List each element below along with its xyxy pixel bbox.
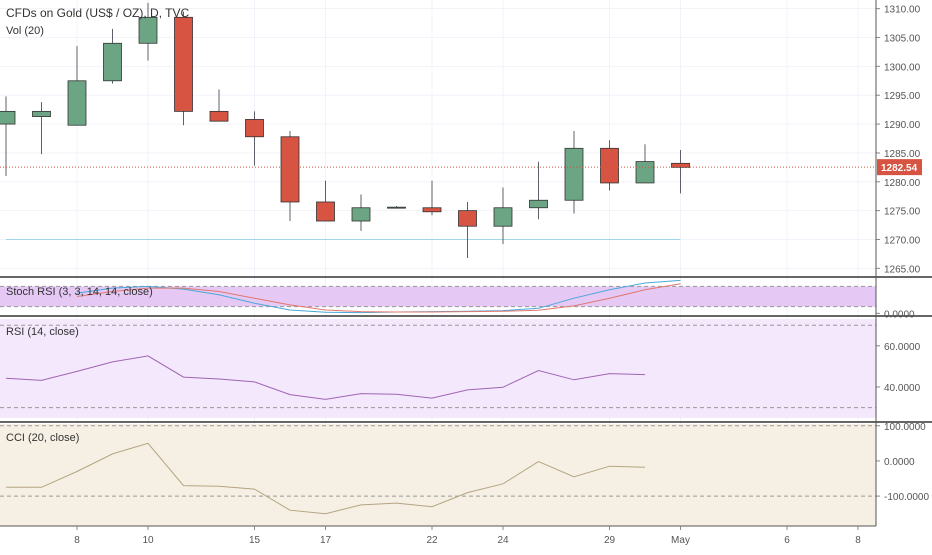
time-axis-label: 24 xyxy=(497,535,509,546)
candle-up xyxy=(0,96,16,177)
volume-label: Vol (20) xyxy=(6,25,44,37)
time-axis-label: 8 xyxy=(855,535,861,546)
time-axis-label: 22 xyxy=(426,535,438,546)
candle-body xyxy=(67,80,87,126)
candle-body xyxy=(316,201,335,222)
candle-body xyxy=(351,207,371,222)
time-axis-label: May xyxy=(671,535,690,546)
price-axis-label: 1305.00 xyxy=(884,34,921,45)
price-axis-label: 1290.00 xyxy=(884,120,921,131)
price-axis-label: 1295.00 xyxy=(884,91,921,102)
price-axis-label: 1280.00 xyxy=(884,178,921,189)
candle-down xyxy=(174,11,193,126)
indicator-panes: Stoch RSI (3, 3, 14, 14, close) RSI (14, … xyxy=(0,276,932,526)
rsi-title: RSI (14, close) xyxy=(6,326,79,338)
candle-body xyxy=(387,206,406,209)
cci-series-line xyxy=(6,442,646,515)
candle-up xyxy=(32,102,51,155)
candle-up xyxy=(351,194,371,231)
candle-down xyxy=(316,180,335,222)
time-axis-label: 29 xyxy=(604,535,616,546)
candle-down xyxy=(280,130,300,222)
price-axis-label: 1310.00 xyxy=(884,5,921,16)
candle-up xyxy=(103,28,122,84)
candle-down xyxy=(458,201,477,258)
candle-body xyxy=(174,16,193,112)
cci-band xyxy=(0,424,876,526)
rsi-axis-label: 60.0000 xyxy=(884,342,921,353)
time-axis-label: 10 xyxy=(142,535,154,546)
candle-up xyxy=(138,2,158,61)
chart-title: CFDs on Gold (US$ / OZ), D, TVC xyxy=(6,6,189,20)
candle-down xyxy=(245,111,264,166)
stoch-rsi-series-line xyxy=(76,283,681,313)
candle-up xyxy=(564,130,584,214)
candle-body xyxy=(600,147,619,184)
candle-body xyxy=(245,119,264,138)
candle-body xyxy=(280,136,300,203)
candle-body xyxy=(493,207,513,227)
stoch-rsi-axis-label: 0.0000 xyxy=(884,309,915,320)
candle-body xyxy=(138,16,158,44)
candle-down xyxy=(422,180,442,216)
candle-body xyxy=(671,162,690,168)
price-axis-label: 1300.00 xyxy=(884,62,921,73)
stoch-rsi-title: Stoch RSI (3, 3, 14, 14, close) xyxy=(6,286,153,298)
candle-body xyxy=(209,110,229,122)
price-pane[interactable] xyxy=(0,2,876,258)
candle-up xyxy=(635,144,655,184)
candle-body xyxy=(103,42,122,82)
time-axis-label: 15 xyxy=(249,535,261,546)
candle-down xyxy=(671,150,690,194)
time-axis-label: 6 xyxy=(784,535,790,546)
candle-body xyxy=(0,110,16,125)
candle-body xyxy=(529,199,548,209)
candle-up xyxy=(529,161,548,220)
candle-down xyxy=(600,140,619,191)
rsi-band xyxy=(0,319,876,418)
rsi-series-line xyxy=(5,355,646,400)
cci-axis-label: 0.0000 xyxy=(884,457,915,468)
time-axis-label: 8 xyxy=(74,535,80,546)
candle-up xyxy=(67,46,87,126)
candle-down xyxy=(209,89,229,122)
candle-up xyxy=(493,187,513,245)
candle-body xyxy=(564,147,584,201)
price-axis-label: 1265.00 xyxy=(884,264,921,275)
candle-body xyxy=(635,161,655,184)
rsi-axis-label: 40.0000 xyxy=(884,383,921,394)
candle-body xyxy=(32,110,51,117)
cci-axis-label: -100.0000 xyxy=(884,492,929,503)
price-axis-label: 1285.00 xyxy=(884,149,921,160)
candle-up xyxy=(387,206,406,209)
candle-body xyxy=(458,210,477,227)
cci-axis-label: 100.0000 xyxy=(884,422,926,433)
last-price-badge xyxy=(877,159,922,176)
time-axis-label: 17 xyxy=(320,535,332,546)
candle-body xyxy=(422,207,442,213)
last-price-label: 1282.54 xyxy=(881,163,918,174)
cci-title: CCI (20, close) xyxy=(6,432,79,444)
price-axis-label: 1270.00 xyxy=(884,235,921,246)
price-axis-label: 1275.00 xyxy=(884,207,921,218)
